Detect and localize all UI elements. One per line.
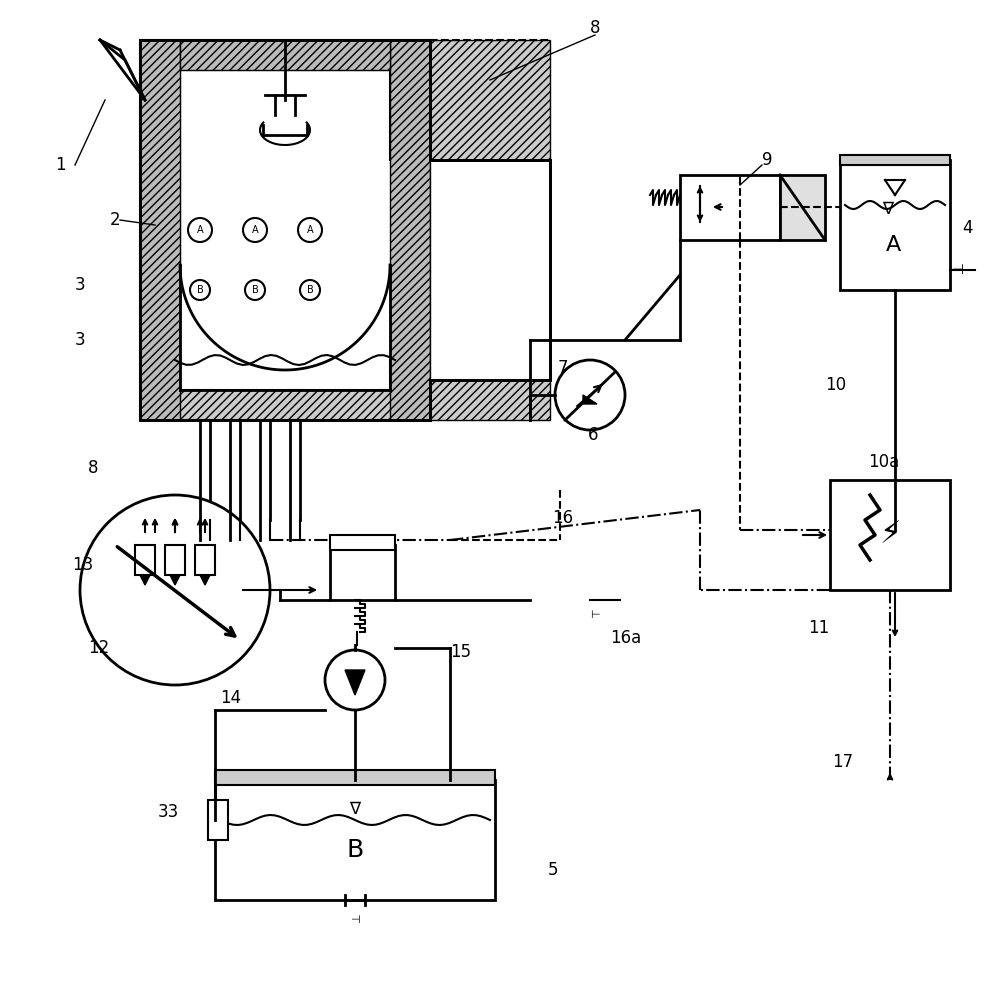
Circle shape — [325, 650, 385, 710]
Polygon shape — [583, 395, 597, 404]
Text: 14: 14 — [220, 689, 242, 707]
Text: 7: 7 — [558, 359, 569, 377]
Text: ∇: ∇ — [882, 200, 893, 218]
Text: A: A — [251, 225, 258, 235]
Text: 15: 15 — [450, 643, 471, 661]
Polygon shape — [345, 670, 365, 695]
Text: A: A — [885, 235, 900, 255]
Bar — [840, 160, 950, 290]
Bar — [195, 545, 215, 575]
Text: 5: 5 — [548, 861, 558, 879]
Polygon shape — [180, 70, 510, 390]
Polygon shape — [180, 40, 390, 70]
Text: B: B — [346, 838, 364, 862]
Bar — [215, 770, 495, 785]
Polygon shape — [140, 575, 150, 585]
Text: 16a: 16a — [610, 629, 641, 647]
Circle shape — [243, 218, 267, 242]
Bar — [830, 480, 950, 590]
Text: A: A — [307, 225, 314, 235]
Text: 4: 4 — [962, 219, 972, 237]
Bar — [840, 155, 950, 165]
Circle shape — [300, 280, 320, 300]
Circle shape — [298, 218, 322, 242]
Text: 2: 2 — [110, 211, 120, 229]
Bar — [780, 175, 825, 240]
Text: 1: 1 — [55, 156, 66, 174]
Polygon shape — [430, 40, 550, 160]
Text: 3: 3 — [75, 276, 86, 294]
Text: 10: 10 — [825, 376, 846, 394]
Text: ∇: ∇ — [349, 800, 361, 818]
Polygon shape — [140, 40, 550, 420]
Polygon shape — [390, 40, 430, 420]
Polygon shape — [430, 380, 550, 420]
Bar — [208, 800, 228, 840]
Circle shape — [188, 218, 212, 242]
Polygon shape — [200, 575, 210, 585]
Text: ⚡: ⚡ — [880, 520, 900, 550]
Polygon shape — [430, 160, 550, 380]
Text: 17: 17 — [832, 753, 853, 771]
Text: B: B — [196, 285, 203, 295]
Text: 6: 6 — [588, 426, 599, 444]
Bar — [165, 545, 185, 575]
Text: A: A — [196, 225, 203, 235]
Bar — [330, 545, 395, 600]
Circle shape — [555, 360, 625, 430]
Text: 3: 3 — [75, 331, 86, 349]
Bar — [135, 545, 155, 575]
Text: 11: 11 — [808, 619, 829, 637]
Text: 10a: 10a — [868, 453, 899, 471]
Text: 9: 9 — [762, 151, 772, 169]
Circle shape — [245, 280, 265, 300]
Text: 8: 8 — [88, 459, 99, 477]
Bar — [215, 780, 495, 900]
Bar — [330, 535, 395, 550]
Circle shape — [80, 495, 270, 685]
Polygon shape — [170, 575, 180, 585]
Bar — [680, 175, 780, 240]
Polygon shape — [140, 40, 180, 420]
Text: B: B — [251, 285, 258, 295]
Text: ⊢: ⊢ — [591, 610, 599, 620]
Text: ⊣: ⊣ — [951, 263, 964, 277]
Text: B: B — [307, 285, 314, 295]
Text: 13: 13 — [72, 556, 94, 574]
Text: ⊣: ⊣ — [350, 915, 360, 925]
Circle shape — [190, 280, 210, 300]
Text: 33: 33 — [158, 803, 179, 821]
Text: 8: 8 — [590, 19, 600, 37]
Text: 12: 12 — [88, 639, 109, 657]
Text: 16: 16 — [552, 509, 573, 527]
